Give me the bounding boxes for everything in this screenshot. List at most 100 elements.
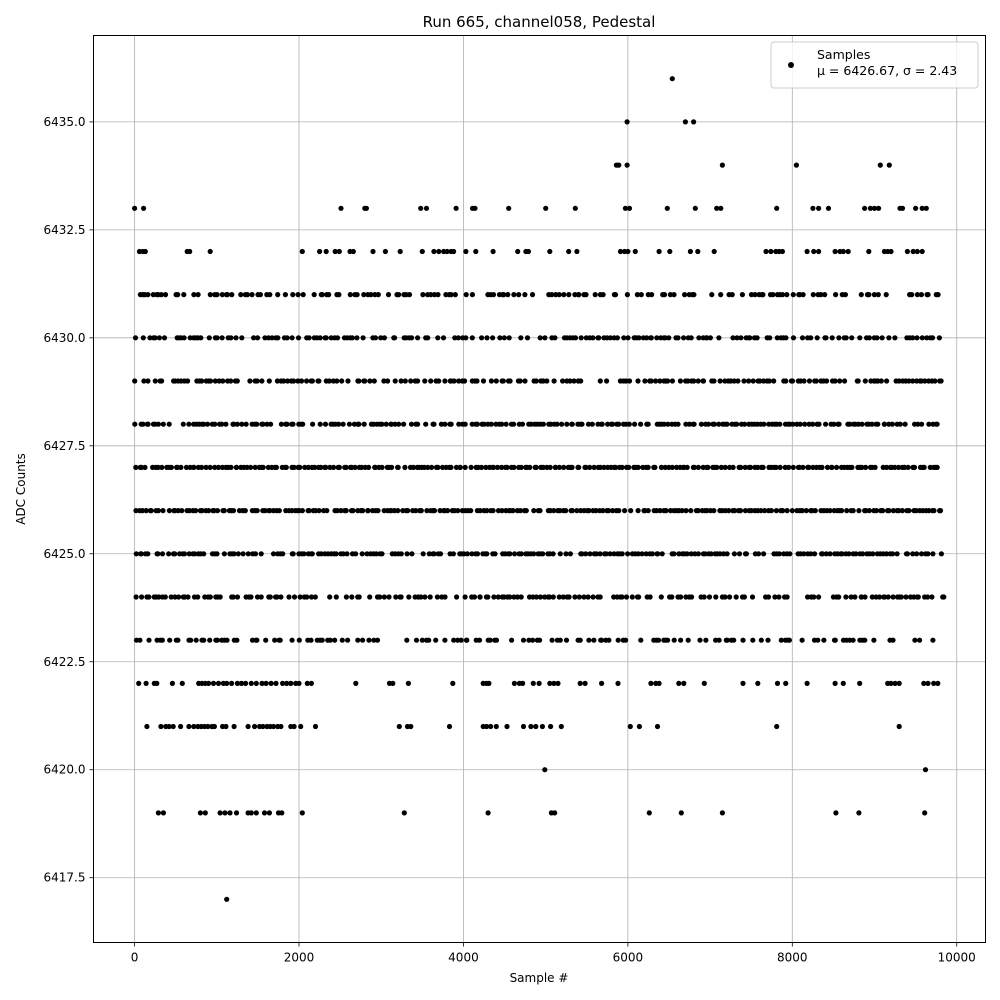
data-point <box>259 680 265 687</box>
data-point <box>451 637 457 643</box>
data-point <box>520 637 527 643</box>
data-point <box>350 248 356 255</box>
data-point <box>665 421 671 427</box>
data-point <box>855 378 861 384</box>
data-point <box>233 810 240 816</box>
data-point <box>610 421 616 427</box>
data-point <box>191 292 197 298</box>
data-point <box>889 421 895 427</box>
data-point <box>312 594 318 600</box>
data-point <box>533 378 539 384</box>
data-point <box>300 292 306 298</box>
data-point <box>563 508 569 514</box>
data-point <box>713 594 719 600</box>
data-point <box>336 421 342 427</box>
data-point <box>683 421 689 427</box>
y-tick-label: 6422.5 <box>44 655 86 669</box>
data-point <box>902 421 908 427</box>
data-point <box>537 594 544 600</box>
data-point <box>340 421 346 427</box>
data-point <box>615 637 621 643</box>
data-point <box>819 464 825 470</box>
data-point <box>146 594 152 600</box>
data-point <box>428 292 434 298</box>
data-point <box>921 680 927 687</box>
data-point <box>424 508 430 514</box>
data-point <box>494 464 501 470</box>
data-point <box>511 292 517 298</box>
data-point <box>290 292 296 298</box>
data-point <box>682 119 689 125</box>
data-point <box>917 637 923 643</box>
data-point <box>870 551 876 557</box>
data-point <box>711 378 717 384</box>
data-point <box>179 680 185 687</box>
data-point <box>316 378 322 384</box>
data-point <box>248 464 254 470</box>
data-point <box>159 637 165 643</box>
data-point <box>278 594 284 600</box>
data-point <box>471 594 478 600</box>
data-point <box>166 723 172 730</box>
data-point <box>455 508 461 514</box>
data-point <box>402 464 408 470</box>
data-point <box>451 378 457 384</box>
data-point <box>518 594 524 600</box>
data-point <box>525 248 532 255</box>
data-point <box>921 464 927 470</box>
data-point <box>746 378 752 384</box>
data-point <box>675 335 681 341</box>
data-point <box>555 680 561 687</box>
data-point <box>832 637 838 643</box>
data-point <box>234 680 240 687</box>
data-point <box>372 335 379 341</box>
data-point <box>738 464 744 470</box>
data-point <box>702 551 708 557</box>
data-point <box>343 594 349 600</box>
data-point <box>132 421 138 427</box>
data-point <box>327 594 333 600</box>
data-point <box>156 335 162 341</box>
data-point <box>457 464 463 470</box>
data-point <box>317 421 323 427</box>
data-point <box>896 464 902 470</box>
data-point <box>501 292 507 298</box>
data-point <box>308 594 315 600</box>
data-point <box>857 680 863 687</box>
data-point <box>145 378 151 384</box>
data-point <box>616 162 622 168</box>
data-point <box>929 594 935 600</box>
data-point <box>691 292 697 298</box>
data-point <box>656 680 662 687</box>
data-point <box>886 335 892 341</box>
data-point <box>244 292 250 298</box>
data-point <box>789 378 796 384</box>
data-point <box>206 335 212 341</box>
data-point <box>139 594 145 600</box>
data-point <box>766 378 772 384</box>
legend-box <box>770 41 979 89</box>
data-point <box>711 508 717 514</box>
data-point <box>549 292 555 298</box>
data-point <box>590 335 596 341</box>
legend-entry-name: Samples <box>817 47 870 62</box>
data-point <box>884 551 890 557</box>
data-point <box>593 551 600 557</box>
data-point <box>645 464 651 470</box>
data-point <box>714 464 720 470</box>
data-point <box>252 464 258 470</box>
data-point <box>537 335 543 341</box>
data-point <box>669 378 676 384</box>
data-point <box>787 551 793 557</box>
data-point <box>903 594 909 600</box>
data-point <box>199 378 205 384</box>
data-point <box>437 551 444 557</box>
data-point <box>691 464 698 470</box>
data-point <box>405 508 411 514</box>
data-point <box>579 421 585 427</box>
data-point <box>231 723 237 730</box>
data-point <box>311 292 317 298</box>
data-point <box>829 464 835 470</box>
data-point <box>343 464 349 470</box>
data-point <box>564 421 570 427</box>
